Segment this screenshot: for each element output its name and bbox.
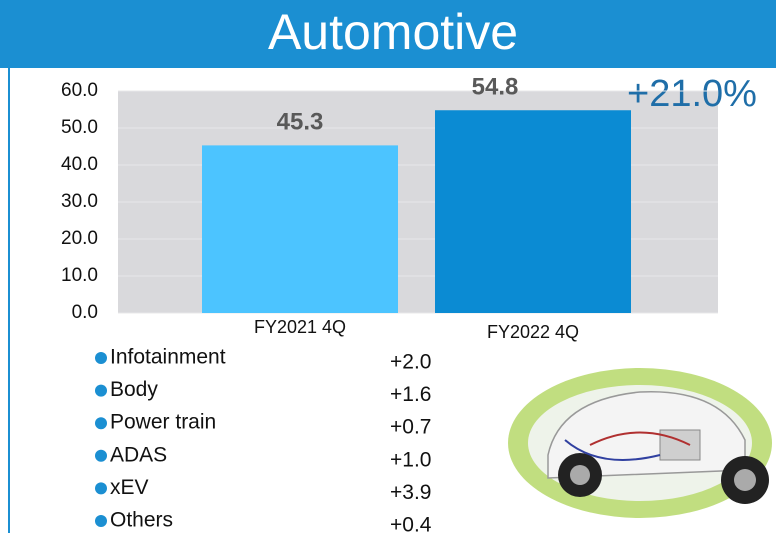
y-tick-label: 10.0 xyxy=(61,265,98,286)
breakdown-change: +2.0 xyxy=(390,351,431,374)
breakdown-change: +0.7 xyxy=(390,416,431,439)
bar xyxy=(202,145,398,313)
breakdown-change: +1.6 xyxy=(390,383,431,406)
bullet xyxy=(95,482,107,495)
bullet xyxy=(95,352,107,364)
bullet xyxy=(95,449,107,462)
bar xyxy=(435,110,631,314)
y-tick-label: 40.0 xyxy=(61,154,98,175)
breakdown-name: Body xyxy=(110,378,158,401)
breakdown-name: Power train xyxy=(110,411,216,434)
bullet xyxy=(95,384,107,397)
value-label: 54.8 xyxy=(472,74,519,101)
y-tick-label: 20.0 xyxy=(61,228,98,249)
breakdown-name: Others xyxy=(110,509,173,532)
x-tick-label: FY2022 4Q xyxy=(487,322,579,342)
y-tick-label: 60.0 xyxy=(61,80,98,101)
breakdown-change: +3.9 xyxy=(390,481,431,504)
breakdown-name: xEV xyxy=(110,476,149,499)
breakdown-change: +1.0 xyxy=(390,448,431,471)
breakdown-name: ADAS xyxy=(110,443,167,466)
chart-title: Automotive xyxy=(268,4,518,60)
breakdown-change: +0.4 xyxy=(390,514,432,533)
car-illustration xyxy=(508,368,772,518)
x-tick-label: FY2021 4Q xyxy=(254,317,346,337)
value-label: 45.3 xyxy=(277,109,324,136)
bullet xyxy=(95,515,107,527)
y-tick-label: 0.0 xyxy=(72,302,98,323)
y-tick-label: 30.0 xyxy=(61,191,98,212)
breakdown-name: Infotainment xyxy=(110,346,226,369)
header-band xyxy=(0,0,776,68)
bullet xyxy=(95,417,107,430)
growth-annotation: +21.0% xyxy=(627,73,757,115)
y-tick-label: 50.0 xyxy=(61,117,98,138)
